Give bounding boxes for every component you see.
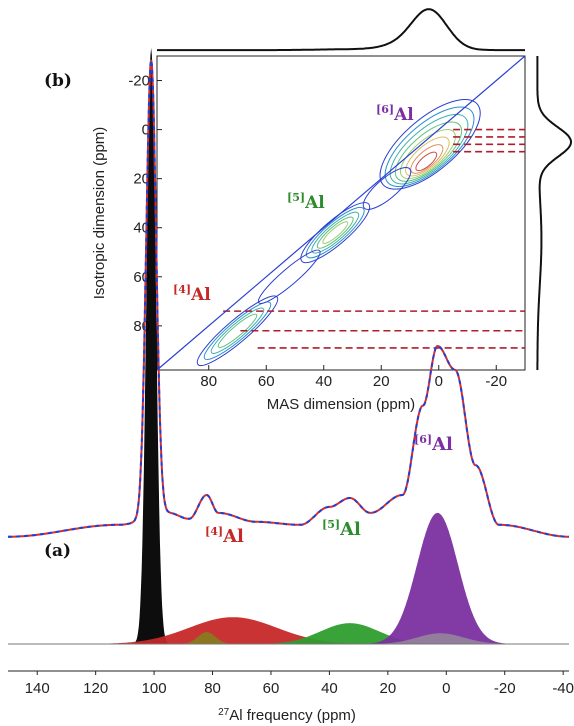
panel-a-site-labels: [4]Al [5]Al [6]Al <box>205 433 453 547</box>
right-projection <box>536 56 573 370</box>
x-tick-label: 20 <box>380 680 397 697</box>
contour-al5 <box>300 202 371 264</box>
x-axis-label-text: Al frequency (ppm) <box>229 707 356 724</box>
x-tick-label: -40 <box>552 680 574 697</box>
x-tick-label: 80 <box>204 680 221 697</box>
x-tick-label: 100 <box>142 680 167 697</box>
contour-plot <box>196 98 481 367</box>
site-label-4-coordinated: [4]Al <box>205 525 244 547</box>
contour-al6 <box>405 136 450 177</box>
al6-minor-fill <box>8 633 569 644</box>
site-label-b-6: [6]Al <box>376 103 414 125</box>
mas-tick-label: 80 <box>200 373 217 390</box>
contour-al5 <box>316 216 354 249</box>
x-axis-label-isotope: 27 <box>218 707 230 718</box>
site-label-5-coordinated: [5]Al <box>322 518 361 540</box>
mas-tick-label: 0 <box>435 373 443 390</box>
contour-al4 <box>210 307 265 354</box>
panel-b-frame <box>156 55 526 371</box>
contour-al4 <box>196 295 279 367</box>
tetrahedral-peak-fill <box>8 48 569 644</box>
x-tick-label: 0 <box>442 680 450 697</box>
x-tick-label: 40 <box>321 680 338 697</box>
contour-al5 <box>311 211 360 254</box>
x-tick-label: -20 <box>494 680 516 697</box>
mas-axis-label: MAS dimension (ppm) <box>267 396 415 413</box>
top-projection <box>157 8 525 52</box>
x-axis-label: 27Al frequency (ppm) <box>218 707 356 724</box>
mas-tick-label: 60 <box>258 373 275 390</box>
iso-tick-label: 0 <box>142 122 150 139</box>
x-tick-label: 120 <box>83 680 108 697</box>
contour-al4 <box>217 313 258 348</box>
contour-al6 <box>410 144 444 174</box>
panel-a: 140 120 100 80 60 40 20 0 -20 -40 27Al frequency … <box>8 48 574 724</box>
isotropic-axis-label: Isotropic dimension (ppm) <box>91 127 108 300</box>
site-label-b-4: [4]Al <box>173 283 211 305</box>
site-label-b-5: [5]Al <box>287 191 325 213</box>
iso-tick-label: 80 <box>133 318 150 335</box>
mas-tick-label: 40 <box>315 373 332 390</box>
contour-al6 <box>389 114 469 185</box>
iso-tick-label: 20 <box>133 171 150 188</box>
x-axis-ticks: 140 120 100 80 60 40 20 0 -20 -40 <box>25 671 574 697</box>
deconvolution-components <box>8 48 569 644</box>
contour-al6 <box>384 106 475 188</box>
experimental-spectrum <box>8 59 569 538</box>
site-label-6-coordinated: [6]Al <box>414 433 453 455</box>
contour-al5 <box>305 206 365 259</box>
panel-a-label: (a) <box>44 541 71 561</box>
contour-al6 <box>400 129 456 180</box>
slice-lines <box>223 128 525 349</box>
panel-b-site-labels: [6]Al [5]Al [4]Al <box>173 103 414 305</box>
panel-b-label: (b) <box>44 71 72 91</box>
contour-al4 <box>203 301 272 360</box>
contour-band <box>257 249 321 304</box>
diagonal-line <box>156 55 526 371</box>
mas-tick-label: -20 <box>485 373 507 390</box>
contour-al6 <box>394 121 463 182</box>
x-tick-label: 60 <box>263 680 280 697</box>
x-tick-label: 140 <box>25 680 50 697</box>
contour-al6 <box>415 151 438 172</box>
al6-component-fill <box>8 512 569 644</box>
mas-axis-ticks: 80 60 40 20 0 -20 <box>200 365 507 390</box>
contour-band <box>362 167 412 210</box>
iso-tick-label: -20 <box>128 73 150 90</box>
contour-al5 <box>322 221 349 244</box>
panel-b: 80 60 40 20 0 -20 -20 0 20 40 60 80 MAS dimension … <box>44 8 573 413</box>
contour-al6 <box>379 98 481 190</box>
al4-component-fill <box>8 617 569 644</box>
mas-tick-label: 20 <box>373 373 390 390</box>
